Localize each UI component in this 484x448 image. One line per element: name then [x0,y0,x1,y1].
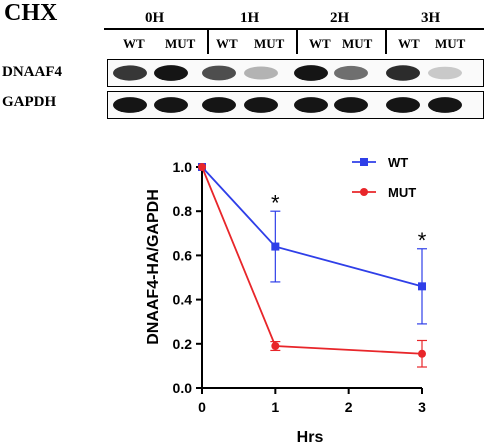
data-point-mut [418,349,426,358]
y-tick-label: 0.4 [173,292,193,308]
blot-strip-gapdh [107,91,484,119]
legend-label-mut: MUT [388,185,416,200]
legend: WT MUT [352,155,416,200]
genotype-label: WT [123,36,145,51]
timepoint-label: 0H [145,10,165,26]
significance-marker: * [418,228,427,253]
blot-band [244,66,278,80]
data-point-wt [418,282,426,291]
blot-row-label: DNAAF4 [2,64,62,80]
legend-marker-wt [360,158,368,166]
lane-group-divider [385,30,387,54]
blot-band [386,65,420,81]
treatment-label: CHX [4,0,58,26]
y-tick-label: 0.0 [173,380,193,396]
legend-label-wt: WT [388,155,408,170]
blot-band [294,65,328,81]
blot-band [113,65,147,81]
blot-band [428,97,462,113]
genotype-label: WT [398,36,420,51]
x-axis-label: Hrs [297,429,324,446]
blot-strip-dnaaf4 [107,59,484,87]
data-point-wt [271,242,280,251]
blot-band [244,97,278,113]
genotype-label: MUT [254,36,285,51]
data-point-mut [198,163,206,171]
blot-band [334,97,368,113]
blot-band [428,66,462,80]
blot-band [202,97,236,113]
y-tick-label: 0.6 [173,247,193,263]
stability-line-chart: 0.0 0.2 0.4 0.6 0.8 1.0 0 1 2 3 * * DNAAF4-HA/GAPD… [145,155,427,446]
x-tick-label: 0 [198,399,206,415]
data-point-mut [271,342,280,351]
genotype-label: MUT [435,36,466,51]
legend-marker-mut [360,188,368,196]
x-tick-label: 2 [345,399,353,415]
timepoint-label: 3H [421,10,441,26]
x-tick-label: 3 [418,399,426,415]
y-tick-label: 1.0 [173,159,193,175]
lane-group-divider [296,30,298,54]
western-blot-panel: CHX 0H 1H 2H 3H WT MUT WT MUT WT MUT WT … [0,0,484,122]
genotype-label: MUT [165,36,196,51]
genotype-label: MUT [342,36,373,51]
y-tick-label: 0.2 [173,336,193,352]
blot-band [386,97,420,113]
header-line [104,28,484,30]
genotype-label: WT [216,36,238,51]
x-tick-label: 1 [271,399,279,415]
genotype-label: WT [309,36,331,51]
blot-band [334,65,368,81]
blot-band [154,97,188,113]
blot-band [294,97,328,113]
timepoint-label: 2H [330,10,350,26]
blot-band [113,97,147,113]
lane-group-divider [207,30,209,54]
blot-band [202,65,236,81]
y-tick-label: 0.8 [173,203,193,219]
blot-band [154,65,188,81]
timepoint-label: 1H [240,10,260,26]
y-axis-label: DNAAF4-HA/GAPDH [145,189,162,345]
blot-row-label: GAPDH [2,94,57,110]
significance-marker: * [271,190,280,215]
